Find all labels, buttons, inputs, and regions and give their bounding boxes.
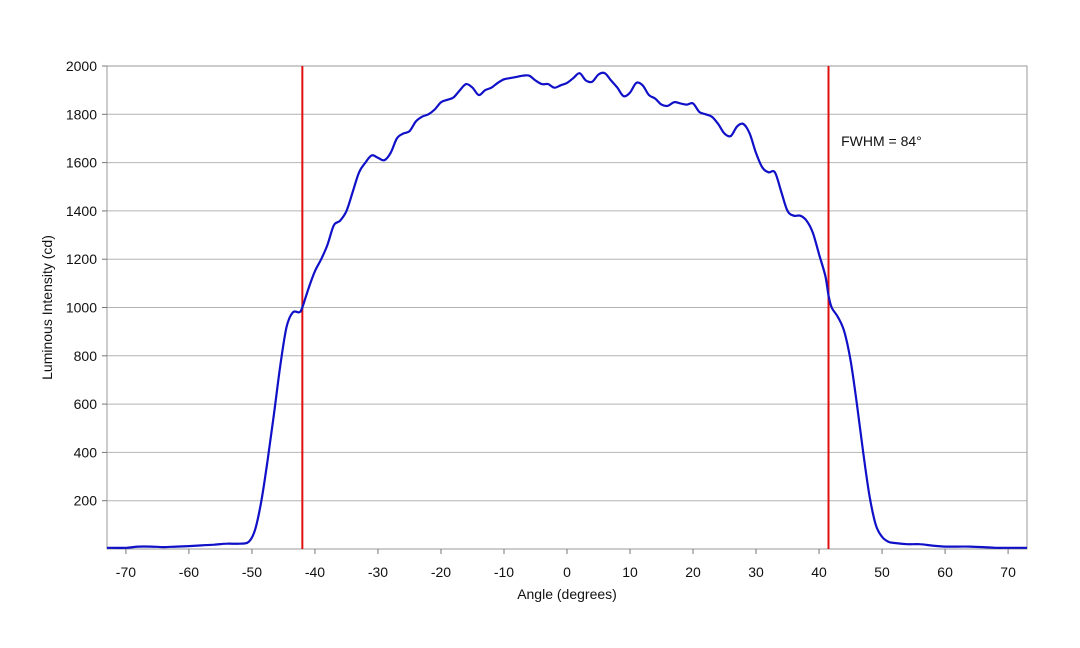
x-axis-ticks: -70 -60 -50 -40 -30 -20 -10 0 10 20 30 40 50 60 70 (116, 549, 1016, 580)
annotations: FWHM = 84° (841, 133, 922, 149)
y-tick-label: 600 (74, 396, 98, 412)
x-tick-label: -20 (431, 564, 451, 580)
x-tick-label: 30 (748, 564, 764, 580)
x-tick-label: 40 (811, 564, 827, 580)
x-tick-label: 50 (874, 564, 890, 580)
x-tick-label: -40 (305, 564, 325, 580)
x-tick-label: -30 (368, 564, 388, 580)
y-tick-label: 1000 (66, 300, 97, 316)
y-tick-label: 1400 (66, 203, 97, 219)
fwhm-annotation: FWHM = 84° (841, 133, 922, 149)
x-tick-label: 0 (563, 564, 571, 580)
x-tick-label: -10 (494, 564, 514, 580)
y-tick-label: 200 (74, 493, 98, 509)
x-axis-title: Angle (degrees) (517, 586, 617, 602)
y-tick-label: 400 (74, 444, 98, 460)
x-tick-label: 10 (622, 564, 638, 580)
y-tick-label: 1200 (66, 251, 97, 267)
x-tick-label: -50 (242, 564, 262, 580)
x-tick-label: 60 (937, 564, 953, 580)
y-tick-label: 2000 (66, 58, 97, 74)
x-tick-label: 70 (1000, 564, 1016, 580)
x-tick-label: -60 (179, 564, 199, 580)
data-series (106, 71, 1027, 549)
x-tick-label: 20 (685, 564, 701, 580)
y-tick-label: 800 (74, 348, 98, 364)
x-tick-label: -70 (116, 564, 136, 580)
y-axis-title: Luminous Intensity (cd) (39, 235, 55, 380)
y-tick-label: 1800 (66, 106, 97, 122)
y-axis-ticks: 200 400 600 800 1000 1200 1400 1600 1800 2000 (66, 58, 107, 509)
intensity-curve (106, 71, 1027, 549)
y-tick-label: 1600 (66, 155, 97, 171)
